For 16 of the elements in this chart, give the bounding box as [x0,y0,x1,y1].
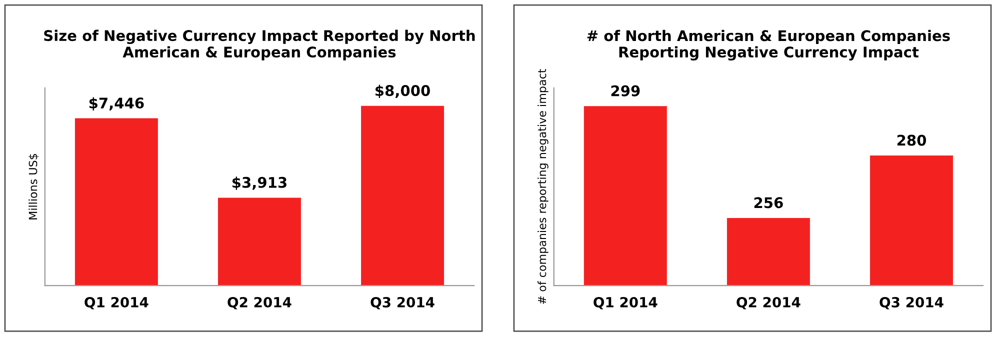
chart-title: # of North American & European Companies Reporting Negative Currency Impact [587,30,950,60]
data-label: $8,000 [376,84,430,98]
y-axis-title: Millions US$ [28,154,39,220]
x-tick-label: Q1 2014 [84,296,148,310]
x-tick-label: Q1 2014 [594,296,658,310]
x-tick-label: Q3 2014 [370,296,434,310]
x-tick-label: Q2 2014 [736,296,800,310]
data-label: 280 [897,134,926,146]
data-label: $3,913 [232,176,286,190]
x-tick-label: Q3 2014 [880,296,944,310]
data-label: 299 [611,85,640,96]
data-label: $7,446 [89,97,144,110]
chart-title: Size of Negative Currency Impact Reported by North American & European Companies [44,30,475,60]
data-label: 256 [754,197,783,208]
y-axis-title: # of companies reporting negative impact [538,69,548,304]
x-tick-label: Q2 2014 [228,296,292,310]
